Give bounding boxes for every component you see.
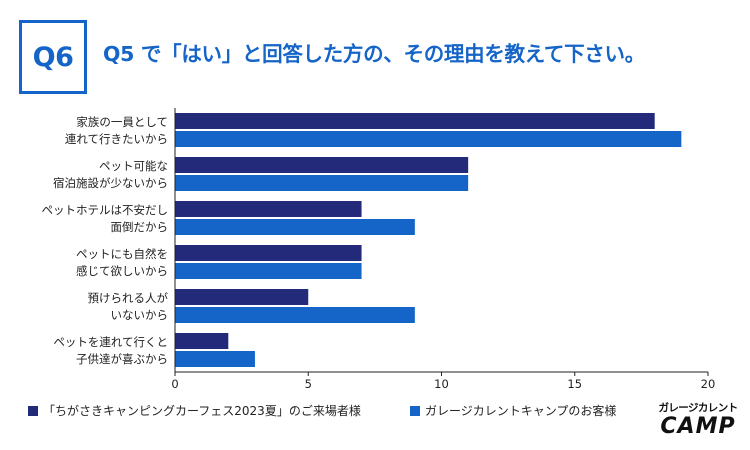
question-badge: Q6 [19,20,87,94]
category-label-2-line-1: ペット可能な [99,159,168,173]
bar-1-cat-5 [175,289,309,305]
bar-1-cat-2 [175,157,469,173]
legend-item-series2: ガレージカレントキャンプのお客様 [410,402,616,419]
logo-camp-text: CAMP [660,414,736,439]
category-label-6-line-1: ペットを連れて行くと [53,335,168,349]
bar-2-cat-6 [175,351,255,367]
bar-2-cat-3 [175,219,415,235]
x-tick-label-2: 10 [434,377,449,391]
question-number: Q6 [32,41,74,73]
category-label-1-line-2: 連れて行きたいから [65,132,168,146]
category-label-4-line-2: 感じて欲しいから [76,264,168,278]
bar-2-cat-2 [175,175,469,191]
category-label-4-line-1: ペットにも自然を [76,247,168,261]
bar-1-cat-4 [175,245,362,261]
x-tick-label-3: 15 [567,377,582,391]
bar-1-cat-3 [175,201,362,217]
category-label-2-line-2: 宿泊施設が少ないから [53,176,168,190]
bar-1-cat-6 [175,333,229,349]
bar-2-cat-1 [175,131,682,147]
brand-logo: ガレージカレント CAMP [652,400,744,442]
bar-chart: 家族の一員として連れて行きたいからペット可能な宿泊施設が少ないからペットホテルは… [42,108,716,391]
category-label-3-line-2: 面倒だから [111,220,169,234]
category-label-6-line-2: 子供達が喜ぶから [76,352,168,366]
x-tick-label-1: 5 [305,377,312,391]
legend-item-series1: 「ちがさきキャンピングカーフェス2023夏」のご来場者様 [28,402,361,419]
x-tick-label-0: 0 [171,377,178,391]
legend-swatch-series1 [28,405,38,416]
chart-title: Q5 で「はい」と回答した方の、その理由を教えて下さい。 [103,42,645,66]
category-label-5-line-1: 預けられる人が [88,291,169,305]
bar-2-cat-4 [175,263,362,279]
legend-label-series2: ガレージカレントキャンプのお客様 [425,404,617,418]
logo-top-text: ガレージカレント [658,402,739,414]
legend-swatch-series2 [410,405,420,416]
bar-1-cat-1 [175,113,655,129]
category-label-3-line-1: ペットホテルは不安だし [42,203,169,217]
category-label-1-line-1: 家族の一員として [76,115,168,129]
category-label-5-line-2: いないから [111,308,169,322]
x-tick-label-4: 20 [701,377,716,391]
legend-label-series1: 「ちがさきキャンピングカーフェス2023夏」のご来場者様 [43,404,361,418]
bar-2-cat-5 [175,307,415,323]
